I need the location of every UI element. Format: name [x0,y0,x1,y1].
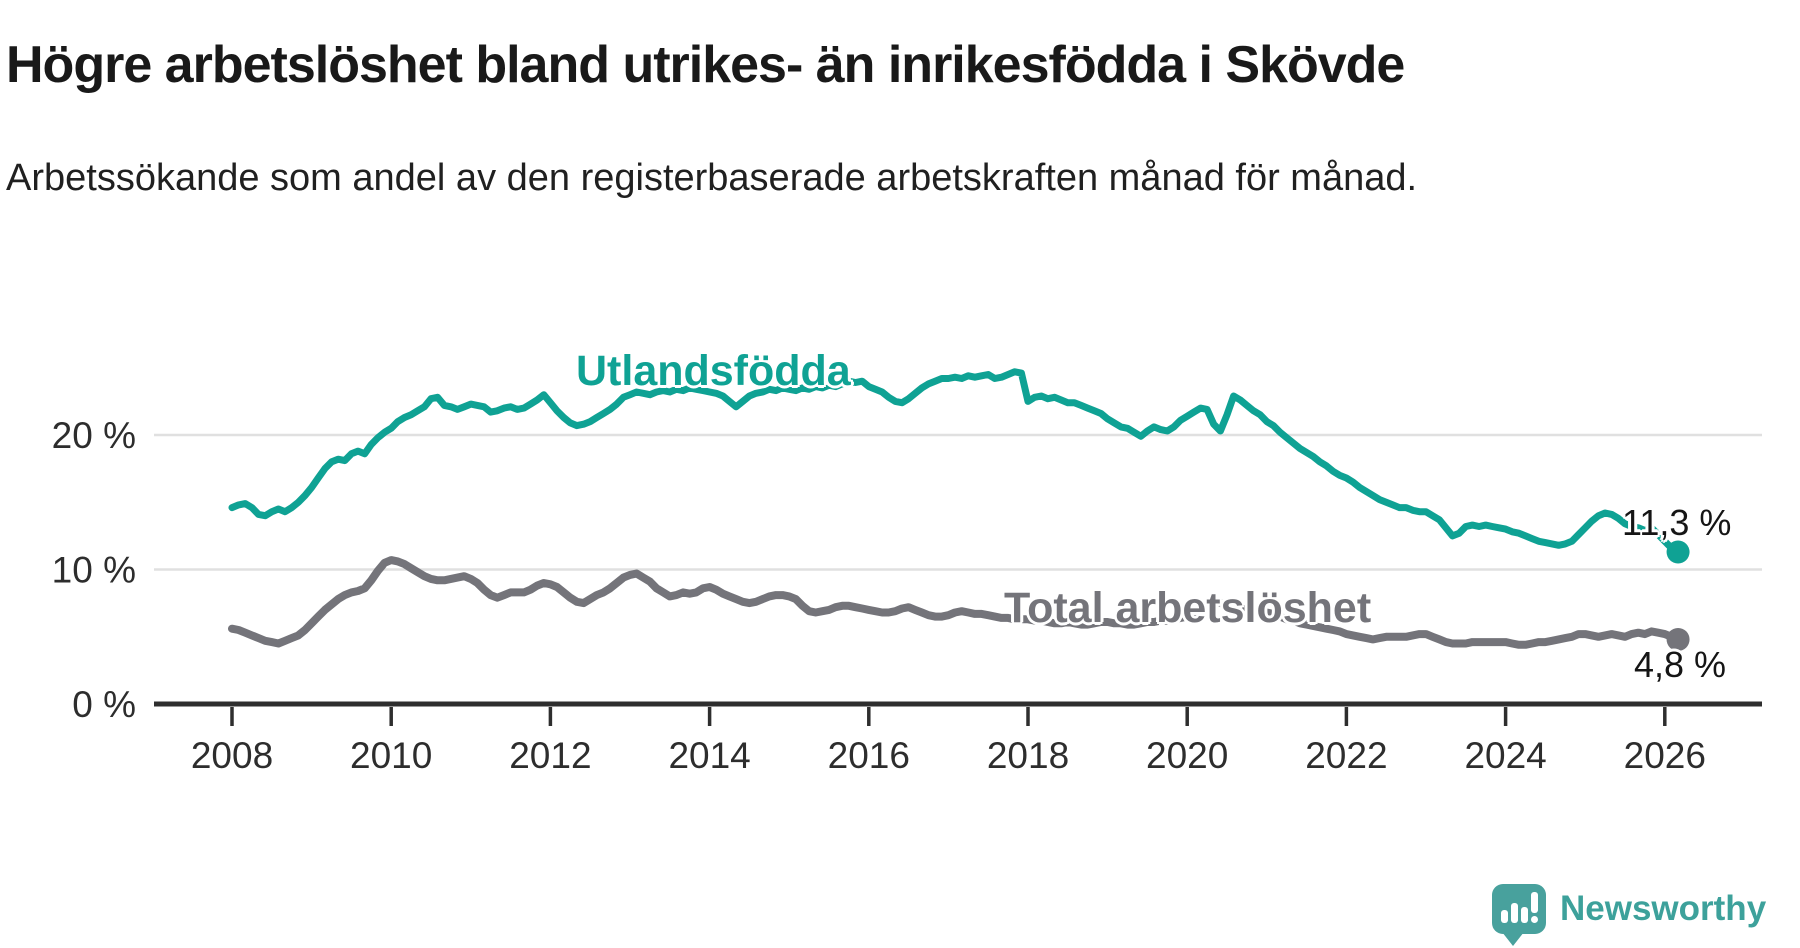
y-tick-label-20: 20 % [52,415,136,456]
x-tick-label-2010: 2010 [350,735,432,776]
logo-bar-icon [1521,907,1528,923]
logo-exclamation-dot-icon [1531,916,1538,923]
series-label-utlandsfodda: Utlandsfödda [576,347,851,395]
x-tick-label-2024: 2024 [1464,735,1546,776]
page-subtitle: Arbetssökande som andel av den registerb… [6,157,1418,199]
page-title: Högre arbetslöshet bland utrikes- än inr… [6,35,1405,94]
x-tick-label-2014: 2014 [668,735,750,776]
y-tick-label-0: 0 % [72,684,136,725]
series-label-total: Total arbetslöshet [1004,584,1372,632]
x-tick-label-2020: 2020 [1146,735,1228,776]
x-tick-label-2008: 2008 [191,735,273,776]
end-dot-total-arbetsl-shet [1666,627,1690,651]
end-value-total: 4,8 % [1634,644,1727,685]
x-tick-label-2016: 2016 [828,735,910,776]
y-tick-label-10: 10 % [52,550,136,591]
x-tick-label-2022: 2022 [1305,735,1387,776]
logo-exclamation-icon [1531,892,1538,913]
x-tick-label-2026: 2026 [1624,735,1706,776]
newsworthy-logo-icon [1492,884,1546,946]
x-tick-label-2018: 2018 [987,735,1069,776]
end-value-utlandsfodda: 11,3 % [1622,502,1732,543]
x-tick-label-2012: 2012 [509,735,591,776]
brand-name: Newsworthy [1560,889,1767,928]
line-total-arbetsl-shet [228,556,1683,649]
logo-bar-icon [1501,910,1508,923]
logo-bar-icon [1511,903,1518,923]
end-dot-utlandsf-dda [1666,540,1690,564]
logo-bubble-tail [1502,932,1524,946]
line-utlandsf-dda [228,368,1682,556]
newsworthy-brand: Newsworthy [1492,884,1767,946]
